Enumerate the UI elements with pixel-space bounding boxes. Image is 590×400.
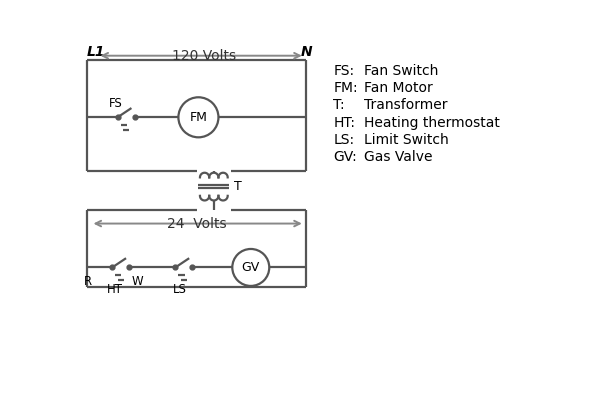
- Text: FS:: FS:: [333, 64, 355, 78]
- Text: Limit Switch: Limit Switch: [364, 133, 449, 147]
- Text: FM:: FM:: [333, 81, 358, 95]
- Text: N: N: [300, 45, 312, 59]
- Text: L1: L1: [87, 45, 105, 59]
- Text: HT: HT: [107, 282, 123, 296]
- Text: GV:: GV:: [333, 150, 357, 164]
- Text: Fan Switch: Fan Switch: [364, 64, 438, 78]
- Text: R: R: [84, 275, 93, 288]
- Text: W: W: [132, 275, 143, 288]
- Text: 24  Volts: 24 Volts: [167, 216, 227, 230]
- Text: FM: FM: [189, 111, 207, 124]
- Text: Transformer: Transformer: [364, 98, 447, 112]
- Text: GV: GV: [242, 261, 260, 274]
- Text: T:: T:: [333, 98, 345, 112]
- Text: Gas Valve: Gas Valve: [364, 150, 432, 164]
- Text: 120 Volts: 120 Volts: [172, 49, 236, 63]
- Text: LS: LS: [173, 282, 187, 296]
- Text: FS: FS: [109, 97, 123, 110]
- Text: HT:: HT:: [333, 116, 355, 130]
- Text: LS:: LS:: [333, 133, 355, 147]
- Text: Fan Motor: Fan Motor: [364, 81, 432, 95]
- Text: T: T: [234, 180, 241, 193]
- Text: Heating thermostat: Heating thermostat: [364, 116, 500, 130]
